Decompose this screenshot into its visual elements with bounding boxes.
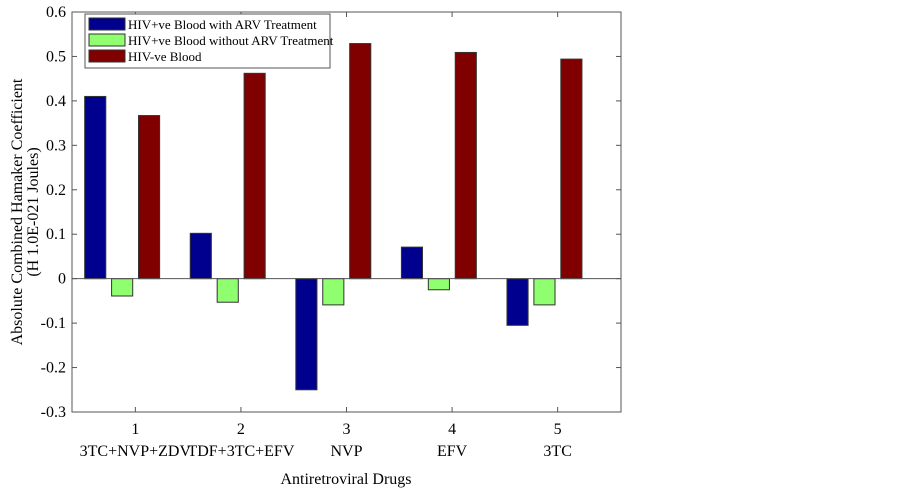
bar-2-3 [322, 278, 345, 306]
bar-2-1 [111, 278, 134, 297]
x-category-name: EFV [437, 443, 468, 460]
x-category-name: 3TC+NVP+ZDV [80, 443, 192, 460]
x-axis: 1 3TC+NVP+ZDV 2 TDF+3TC+EFV 3 NVP 4 EFV 5 3TC [80, 12, 572, 460]
bar-1-2 [189, 232, 212, 280]
y-axis-title-group: Absolute Combined Hamaker Coefficient (H… [9, 78, 42, 345]
bar-3-4 [454, 51, 477, 280]
y-axis-title-units: (H 1.0E-021 Joules) [25, 147, 42, 276]
y-axis: -0.3 -0.2 -0.1 0 0.1 0.2 0.3 0.4 0.5 0.6 [41, 4, 621, 421]
x-category-name: 3TC [543, 443, 571, 460]
bar-3-1 [138, 115, 161, 280]
legend-swatch [88, 33, 126, 47]
legend-swatch [88, 49, 126, 63]
bar-3-5 [560, 58, 583, 280]
legend-box [84, 13, 331, 69]
y-tick-label: -0.1 [41, 315, 66, 332]
bar-3-2 [243, 72, 266, 280]
bar-2-5 [533, 278, 556, 306]
y-tick-label: 0 [58, 271, 66, 288]
bar-1-5 [506, 278, 529, 326]
x-tick-label: 5 [554, 421, 562, 438]
y-tick-label: 0.5 [46, 48, 66, 65]
bar-2-2 [216, 278, 239, 303]
y-tick-label: 0.4 [46, 93, 66, 110]
bar-1-4 [400, 246, 424, 280]
y-tick-label: 0.2 [46, 182, 66, 199]
y-tick-label: 0.1 [46, 226, 66, 243]
bar-1-1 [84, 95, 107, 280]
x-tick-label: 4 [448, 421, 456, 438]
y-tick-label: -0.2 [41, 360, 66, 377]
y-tick-label: -0.3 [41, 404, 66, 421]
x-category-name: NVP [330, 443, 362, 460]
x-axis-title: Antiretroviral Drugs [280, 471, 411, 488]
x-category-name: TDF+3TC+EFV [187, 443, 294, 460]
y-tick-label: 0.3 [46, 137, 66, 154]
legend-label: HIV+ve Blood with ARV Treatment [128, 17, 317, 32]
bar-1-3 [295, 278, 318, 391]
y-axis-title: Absolute Combined Hamaker Coefficient [9, 78, 26, 345]
legend-label: HIV-ve Blood [128, 49, 202, 64]
legend-label: HIV+ve Blood without ARV Treatment [128, 33, 334, 48]
x-tick-label: 3 [343, 421, 351, 438]
bar-2-4 [427, 278, 450, 291]
x-tick-label: 1 [131, 421, 139, 438]
y-tick-label: 0.6 [46, 4, 66, 21]
bars-layer [84, 43, 583, 391]
legend-swatch [88, 17, 126, 31]
bar-3-3 [349, 43, 372, 280]
x-tick-label: 2 [237, 421, 245, 438]
